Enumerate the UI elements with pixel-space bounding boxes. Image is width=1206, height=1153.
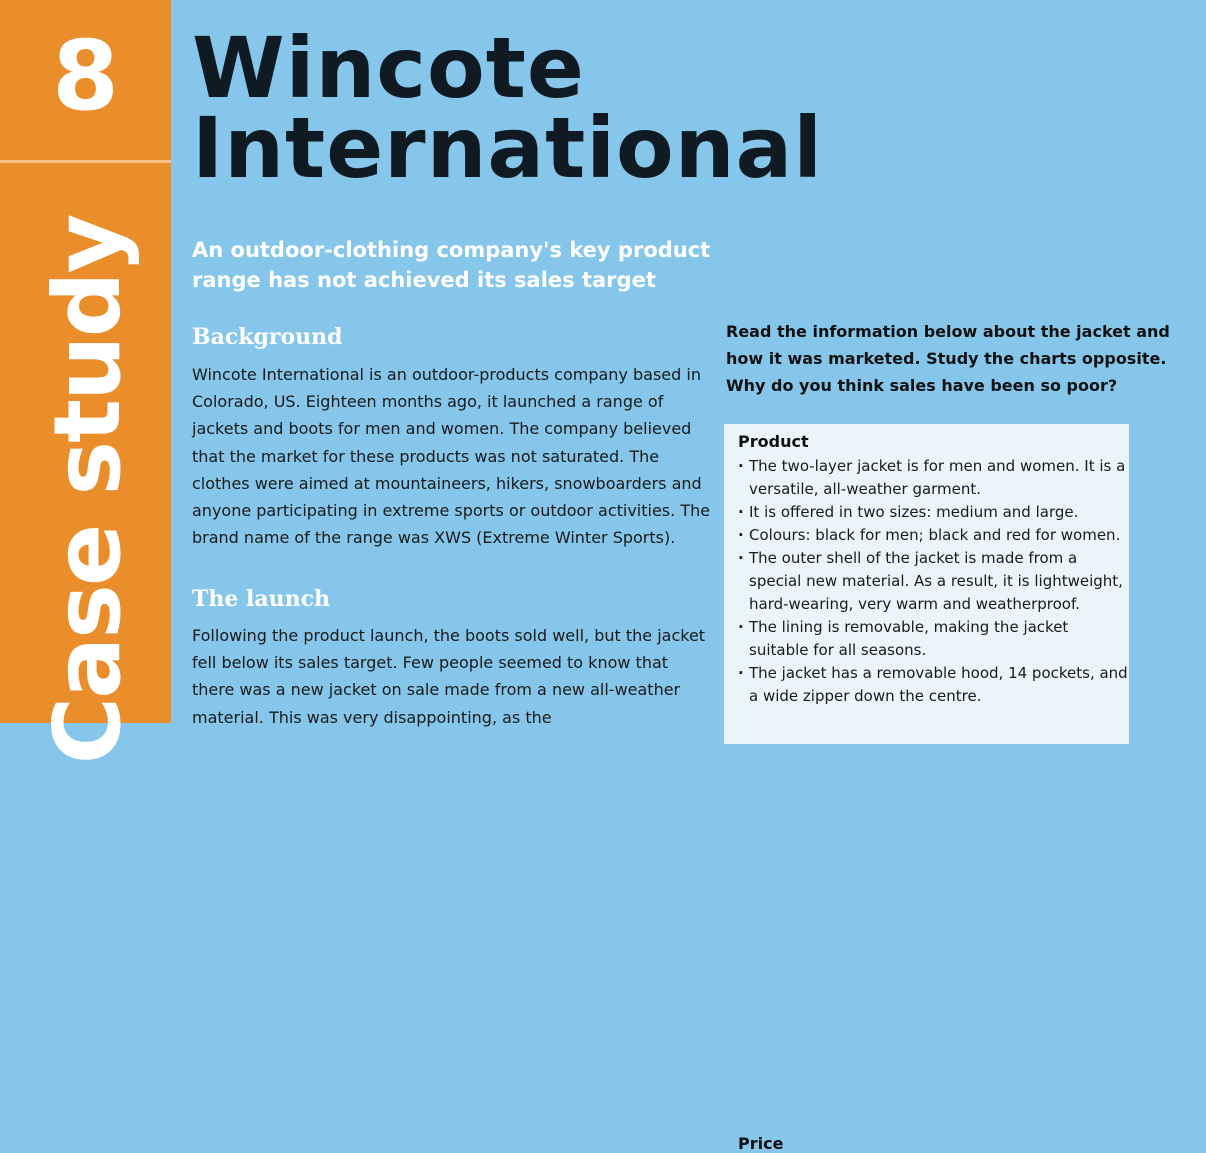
background-heading: Background [192, 324, 343, 350]
list-item: The lining is removable, making the jack… [738, 616, 1128, 662]
price-heading: Price [738, 1134, 784, 1153]
page-subtitle: An outdoor-clothing company's key produc… [192, 238, 711, 292]
sidebar-divider [0, 160, 171, 163]
case-number: 8 [52, 20, 119, 132]
product-info-box: Product The two-layer jacket is for men … [724, 424, 1129, 1153]
page-title: Wincote International [192, 19, 824, 197]
case-study-sidebar: 8 Case study [0, 0, 171, 764]
product-heading: Product [738, 432, 809, 451]
list-item: Colours: black for men; black and red fo… [738, 524, 1128, 547]
list-item: The jacket has a removable hood, 14 pock… [738, 662, 1128, 708]
background-text: Wincote International is an outdoor-prod… [192, 365, 711, 548]
case-study-label: Case study [34, 215, 141, 765]
launch-heading: The launch [192, 586, 331, 612]
list-item: It is offered in two sizes: medium and l… [738, 501, 1128, 524]
list-item: The outer shell of the jacket is made fr… [738, 547, 1128, 616]
product-list: The two-layer jacket is for men and wome… [738, 455, 1128, 708]
task-instructions: Read the information below about the jac… [726, 322, 1170, 395]
launch-text: Following the product launch, the boots … [192, 626, 706, 727]
list-item: The two-layer jacket is for men and wome… [738, 455, 1128, 501]
title-line-1: Wincote [192, 19, 585, 117]
title-line-2: International [192, 99, 824, 197]
